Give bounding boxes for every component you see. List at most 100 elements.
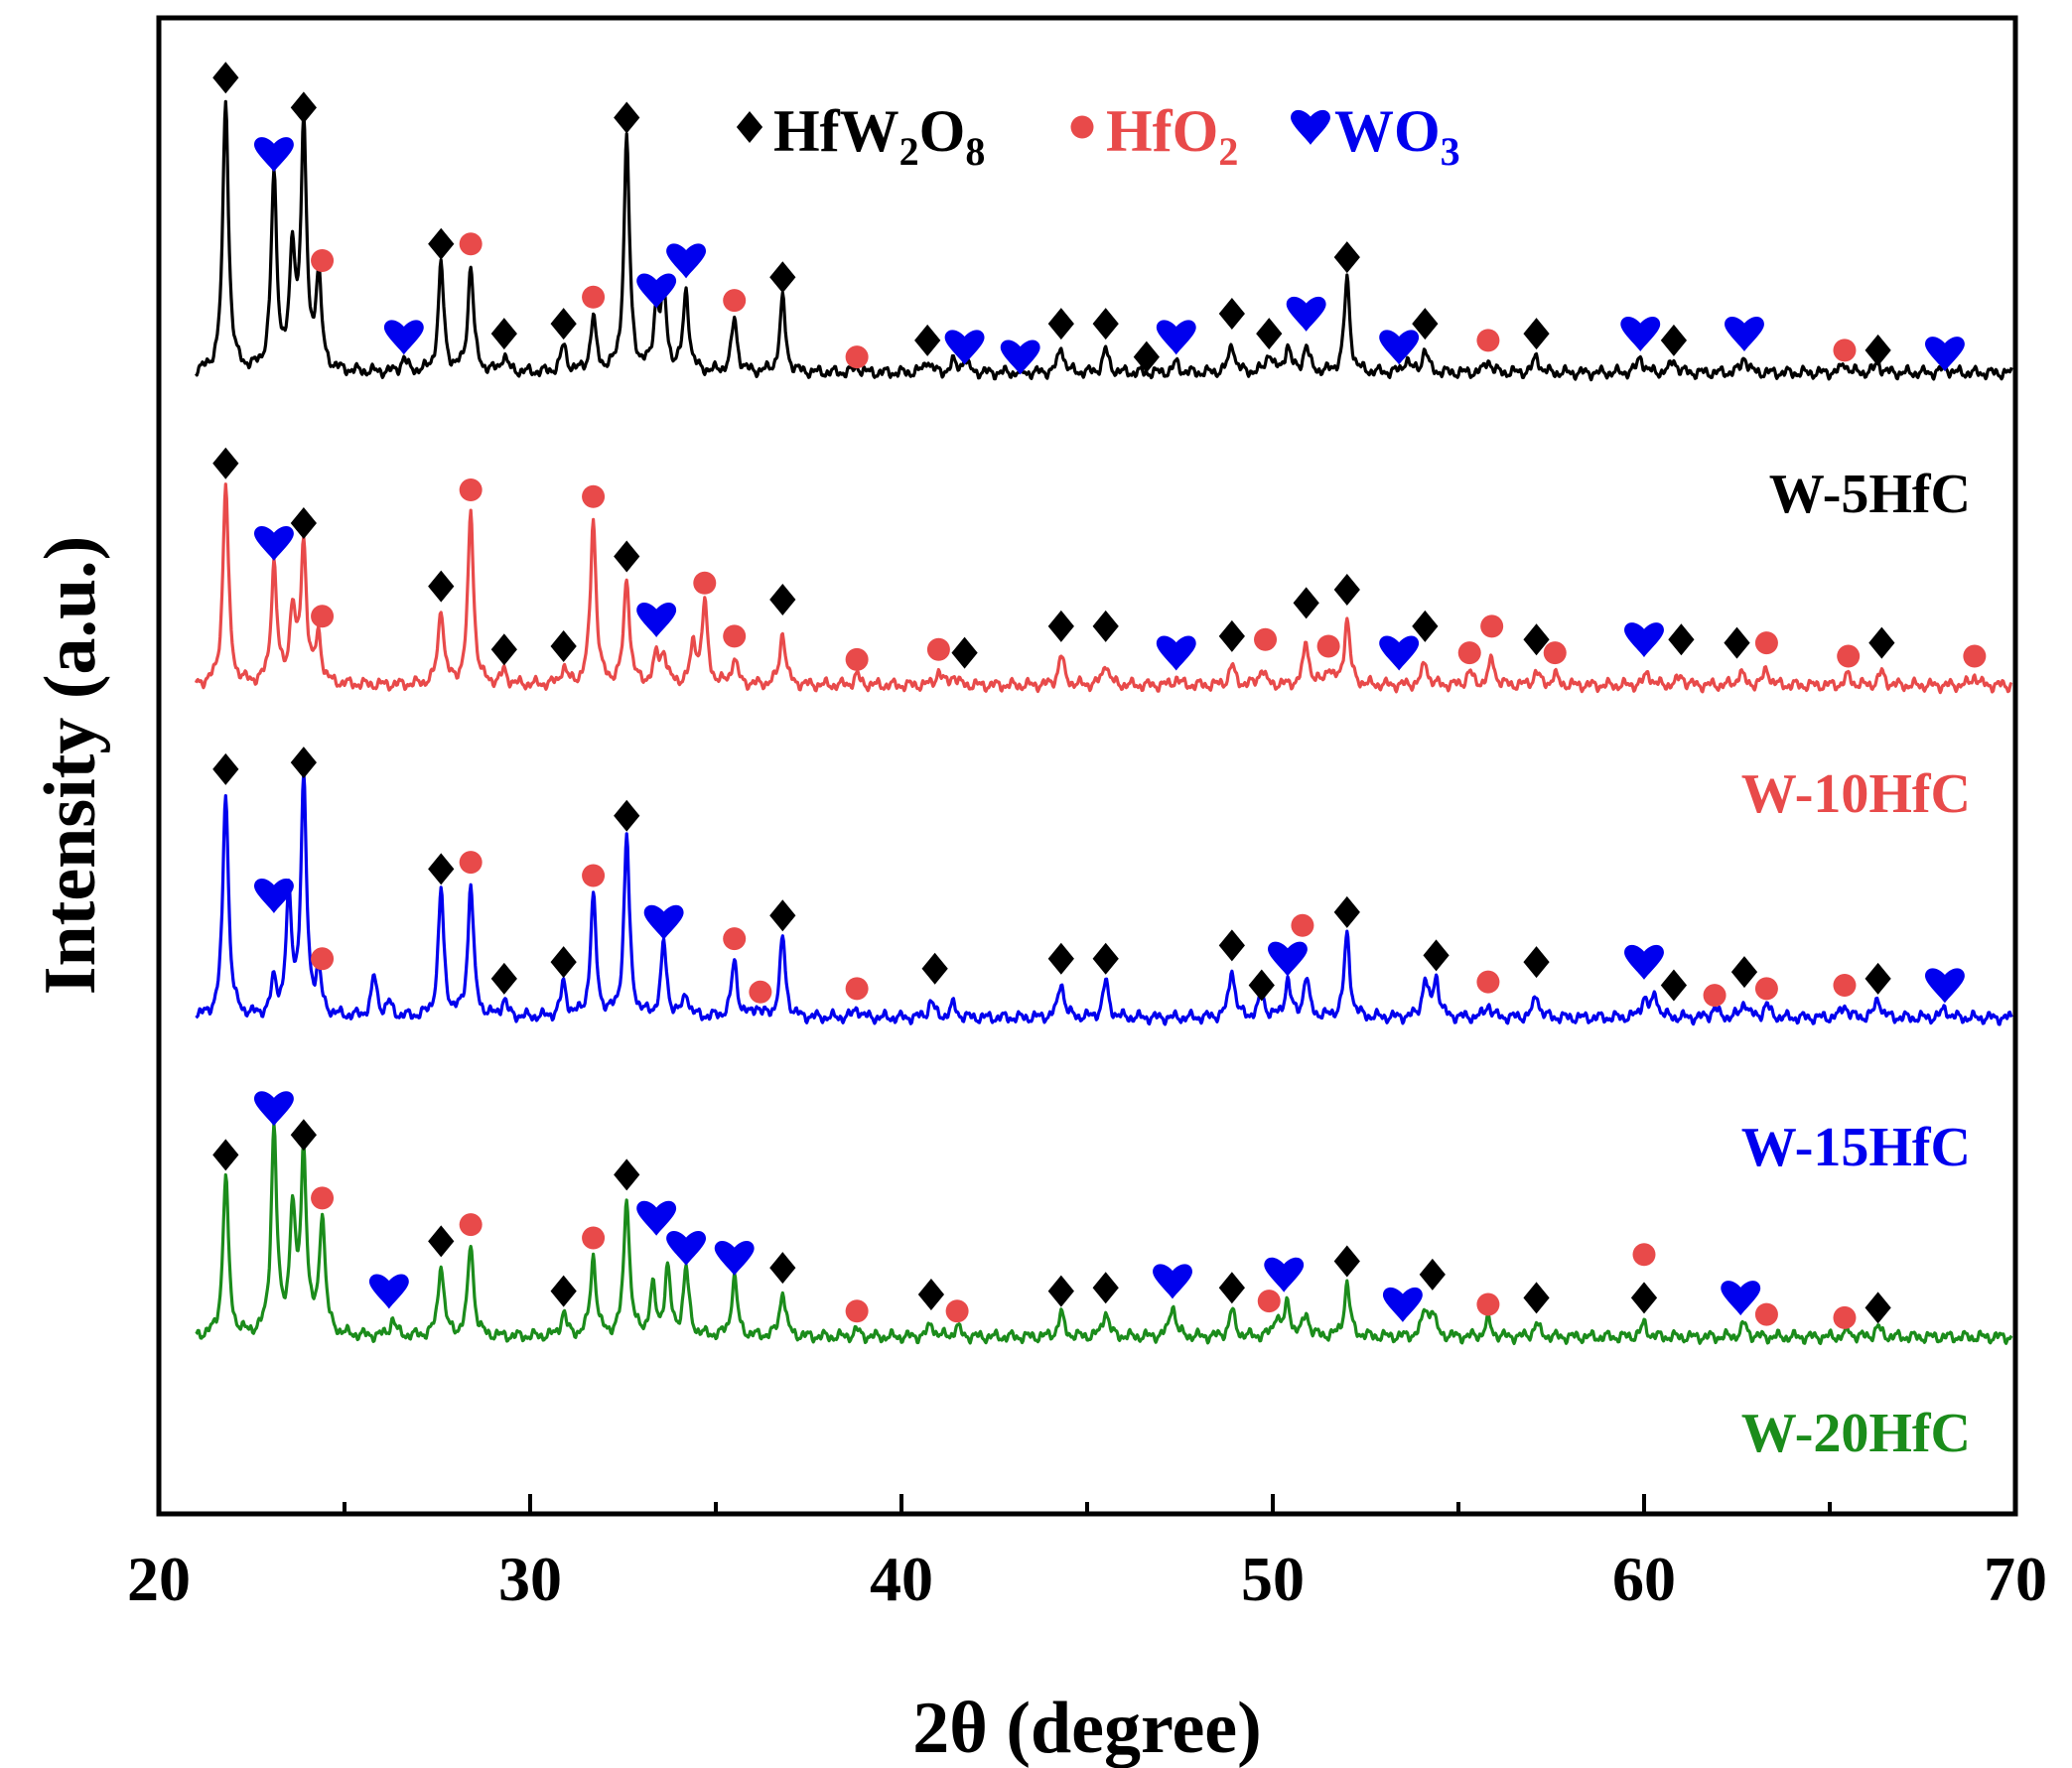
phase-marker-circle-w-20hfc-6 bbox=[459, 1213, 483, 1237]
phase-marker-diamond-w-15hfc-25 bbox=[1523, 946, 1550, 979]
phase-marker-heart-w-5hfc-31 bbox=[1620, 316, 1661, 351]
phase-marker-circle-w-10hfc-37 bbox=[1963, 644, 1987, 668]
x-tick-label-70: 70 bbox=[1984, 1544, 2047, 1614]
phase-marker-circle-w-20hfc-32 bbox=[1833, 1305, 1857, 1329]
phase-marker-diamond-w-5hfc-35 bbox=[1865, 334, 1891, 366]
legend-label-heart: WO3 bbox=[1334, 98, 1460, 174]
phase-marker-circle-w-15hfc-12 bbox=[749, 980, 772, 1004]
phase-marker-diamond-w-10hfc-17 bbox=[1047, 610, 1074, 642]
legend-label-circle: HfO2 bbox=[1106, 98, 1238, 174]
phase-marker-diamond-w-15hfc-6 bbox=[490, 962, 517, 995]
phase-marker-diamond-w-5hfc-7 bbox=[490, 318, 517, 350]
phase-marker-circle-w-15hfc-3 bbox=[311, 947, 335, 971]
phase-marker-diamond-w-10hfc-16 bbox=[951, 636, 978, 669]
phase-marker-diamond-w-10hfc-6 bbox=[490, 633, 517, 666]
phase-marker-heart-w-10hfc-31 bbox=[1624, 622, 1664, 658]
phase-marker-circle-w-10hfc-12 bbox=[723, 624, 747, 648]
phase-marker-circle-w-20hfc-31 bbox=[1754, 1302, 1778, 1326]
phase-marker-diamond-w-5hfc-30 bbox=[1523, 318, 1550, 350]
phase-marker-circle-w-10hfc-28 bbox=[1480, 614, 1504, 638]
phase-marker-diamond-w-5hfc-20 bbox=[1092, 308, 1119, 340]
phase-marker-diamond-w-5hfc-23 bbox=[1218, 298, 1245, 331]
phase-marker-heart-w-5hfc-22 bbox=[1156, 320, 1196, 355]
phase-marker-circle-w-20hfc-3 bbox=[311, 1186, 335, 1210]
phase-marker-diamond-w-15hfc-22 bbox=[1333, 895, 1360, 928]
phase-marker-circle-w-15hfc-31 bbox=[1833, 974, 1857, 998]
phase-marker-diamond-w-15hfc-15 bbox=[921, 952, 948, 985]
phase-marker-diamond-w-10hfc-4 bbox=[428, 570, 455, 603]
phase-marker-diamond-w-10hfc-29 bbox=[1523, 623, 1550, 656]
x-axis-label: 2θ (degree) bbox=[912, 1688, 1262, 1768]
x-axis-ticks: 20 30 40 50 60 70 bbox=[127, 1494, 2047, 1614]
phase-marker-diamond-w-10hfc-18 bbox=[1092, 610, 1119, 642]
phase-marker-heart-w-20hfc-22 bbox=[1264, 1257, 1305, 1292]
phase-marker-diamond-w-10hfc-20 bbox=[1218, 619, 1245, 652]
phase-marker-circle-w-20hfc-8 bbox=[582, 1226, 606, 1250]
phase-marker-circle-w-5hfc-6 bbox=[459, 232, 483, 256]
phase-marker-diamond-w-15hfc-9 bbox=[614, 799, 640, 832]
phase-marker-circle-w-5hfc-15 bbox=[845, 345, 869, 369]
phase-marker-diamond-w-5hfc-21 bbox=[1133, 340, 1160, 373]
phase-marker-diamond-w-15hfc-2 bbox=[290, 747, 317, 779]
phase-marker-diamond-w-5hfc-32 bbox=[1660, 324, 1688, 356]
phase-marker-diamond-w-10hfc-0 bbox=[212, 447, 239, 479]
phase-marker-circle-w-10hfc-34 bbox=[1754, 631, 1778, 655]
phase-marker-heart-w-5hfc-12 bbox=[666, 243, 707, 279]
phase-marker-diamond-w-10hfc-9 bbox=[614, 540, 640, 573]
phase-marker-diamond-w-15hfc-16 bbox=[1047, 942, 1074, 975]
series-line-w-15hfc bbox=[195, 769, 2013, 1026]
x-tick-label-50: 50 bbox=[1241, 1544, 1305, 1614]
phase-marker-circle-w-5hfc-34 bbox=[1833, 339, 1857, 362]
phase-marker-circle-w-10hfc-21 bbox=[1254, 627, 1278, 651]
phase-marker-diamond-w-20hfc-2 bbox=[290, 1119, 317, 1152]
legend-item-heart: WO3 bbox=[1291, 98, 1460, 174]
phase-marker-diamond-w-5hfc-16 bbox=[914, 324, 941, 356]
phase-marker-circle-w-15hfc-21 bbox=[1291, 913, 1314, 937]
phase-marker-diamond-w-5hfc-14 bbox=[769, 261, 796, 294]
phase-marker-heart-w-20hfc-30 bbox=[1721, 1281, 1761, 1316]
phase-marker-heart-w-10hfc-25 bbox=[1379, 635, 1420, 671]
phase-marker-diamond-w-10hfc-22 bbox=[1293, 587, 1319, 619]
phase-marker-diamond-w-15hfc-32 bbox=[1865, 962, 1891, 995]
phase-marker-heart-w-20hfc-12 bbox=[714, 1240, 755, 1276]
phase-marker-circle-w-15hfc-28 bbox=[1703, 984, 1727, 1008]
phase-marker-heart-w-20hfc-24 bbox=[1382, 1287, 1423, 1322]
phase-marker-diamond-w-15hfc-18 bbox=[1218, 929, 1245, 962]
phase-marker-circle-w-15hfc-30 bbox=[1754, 977, 1778, 1001]
phase-marker-circle-w-15hfc-8 bbox=[582, 864, 606, 887]
phase-marker-heart-w-15hfc-10 bbox=[643, 904, 684, 940]
phase-marker-circle-w-20hfc-21 bbox=[1257, 1290, 1281, 1313]
legend-heart-icon bbox=[1291, 109, 1330, 145]
phase-marker-circle-w-10hfc-27 bbox=[1457, 641, 1481, 665]
phase-marker-diamond-w-20hfc-15 bbox=[917, 1278, 945, 1310]
phase-marker-heart-w-20hfc-11 bbox=[666, 1230, 707, 1266]
phase-marker-diamond-w-5hfc-28 bbox=[1412, 308, 1439, 340]
phase-marker-diamond-w-20hfc-23 bbox=[1333, 1245, 1360, 1278]
phase-marker-diamond-w-20hfc-17 bbox=[1047, 1275, 1074, 1307]
legend: HfW2O8 HfO2 WO3 bbox=[736, 98, 1460, 174]
phase-marker-heart-w-5hfc-11 bbox=[636, 273, 677, 309]
phase-marker-diamond-w-15hfc-29 bbox=[1730, 956, 1758, 989]
phase-marker-circle-w-5hfc-3 bbox=[311, 248, 335, 272]
phase-marker-heart-w-5hfc-27 bbox=[1379, 330, 1420, 365]
phase-marker-heart-w-5hfc-33 bbox=[1725, 316, 1764, 351]
phase-marker-diamond-w-10hfc-13 bbox=[769, 584, 796, 616]
x-tick-label-20: 20 bbox=[127, 1544, 191, 1614]
phase-marker-diamond-w-20hfc-25 bbox=[1419, 1258, 1446, 1291]
phase-marker-circle-w-5hfc-9 bbox=[582, 285, 606, 309]
phase-marker-diamond-w-10hfc-36 bbox=[1868, 626, 1895, 659]
phase-marker-diamond-w-20hfc-5 bbox=[428, 1225, 455, 1258]
phase-marker-heart-w-5hfc-36 bbox=[1924, 337, 1965, 372]
series-label-w-10hfc: W-10HfC bbox=[1741, 763, 1971, 825]
phase-marker-diamond-w-5hfc-10 bbox=[614, 101, 640, 134]
phase-marker-diamond-w-20hfc-13 bbox=[769, 1252, 796, 1285]
phase-marker-diamond-w-5hfc-24 bbox=[1256, 318, 1283, 350]
phase-marker-diamond-w-10hfc-26 bbox=[1412, 610, 1439, 642]
phase-marker-diamond-w-15hfc-17 bbox=[1092, 942, 1119, 975]
phase-marker-diamond-w-15hfc-0 bbox=[212, 752, 239, 785]
phase-marker-circle-w-15hfc-5 bbox=[459, 851, 483, 875]
phase-marker-diamond-w-5hfc-5 bbox=[428, 227, 455, 260]
phase-marker-circle-w-15hfc-14 bbox=[845, 977, 869, 1001]
phase-marker-circle-w-20hfc-16 bbox=[945, 1299, 969, 1323]
